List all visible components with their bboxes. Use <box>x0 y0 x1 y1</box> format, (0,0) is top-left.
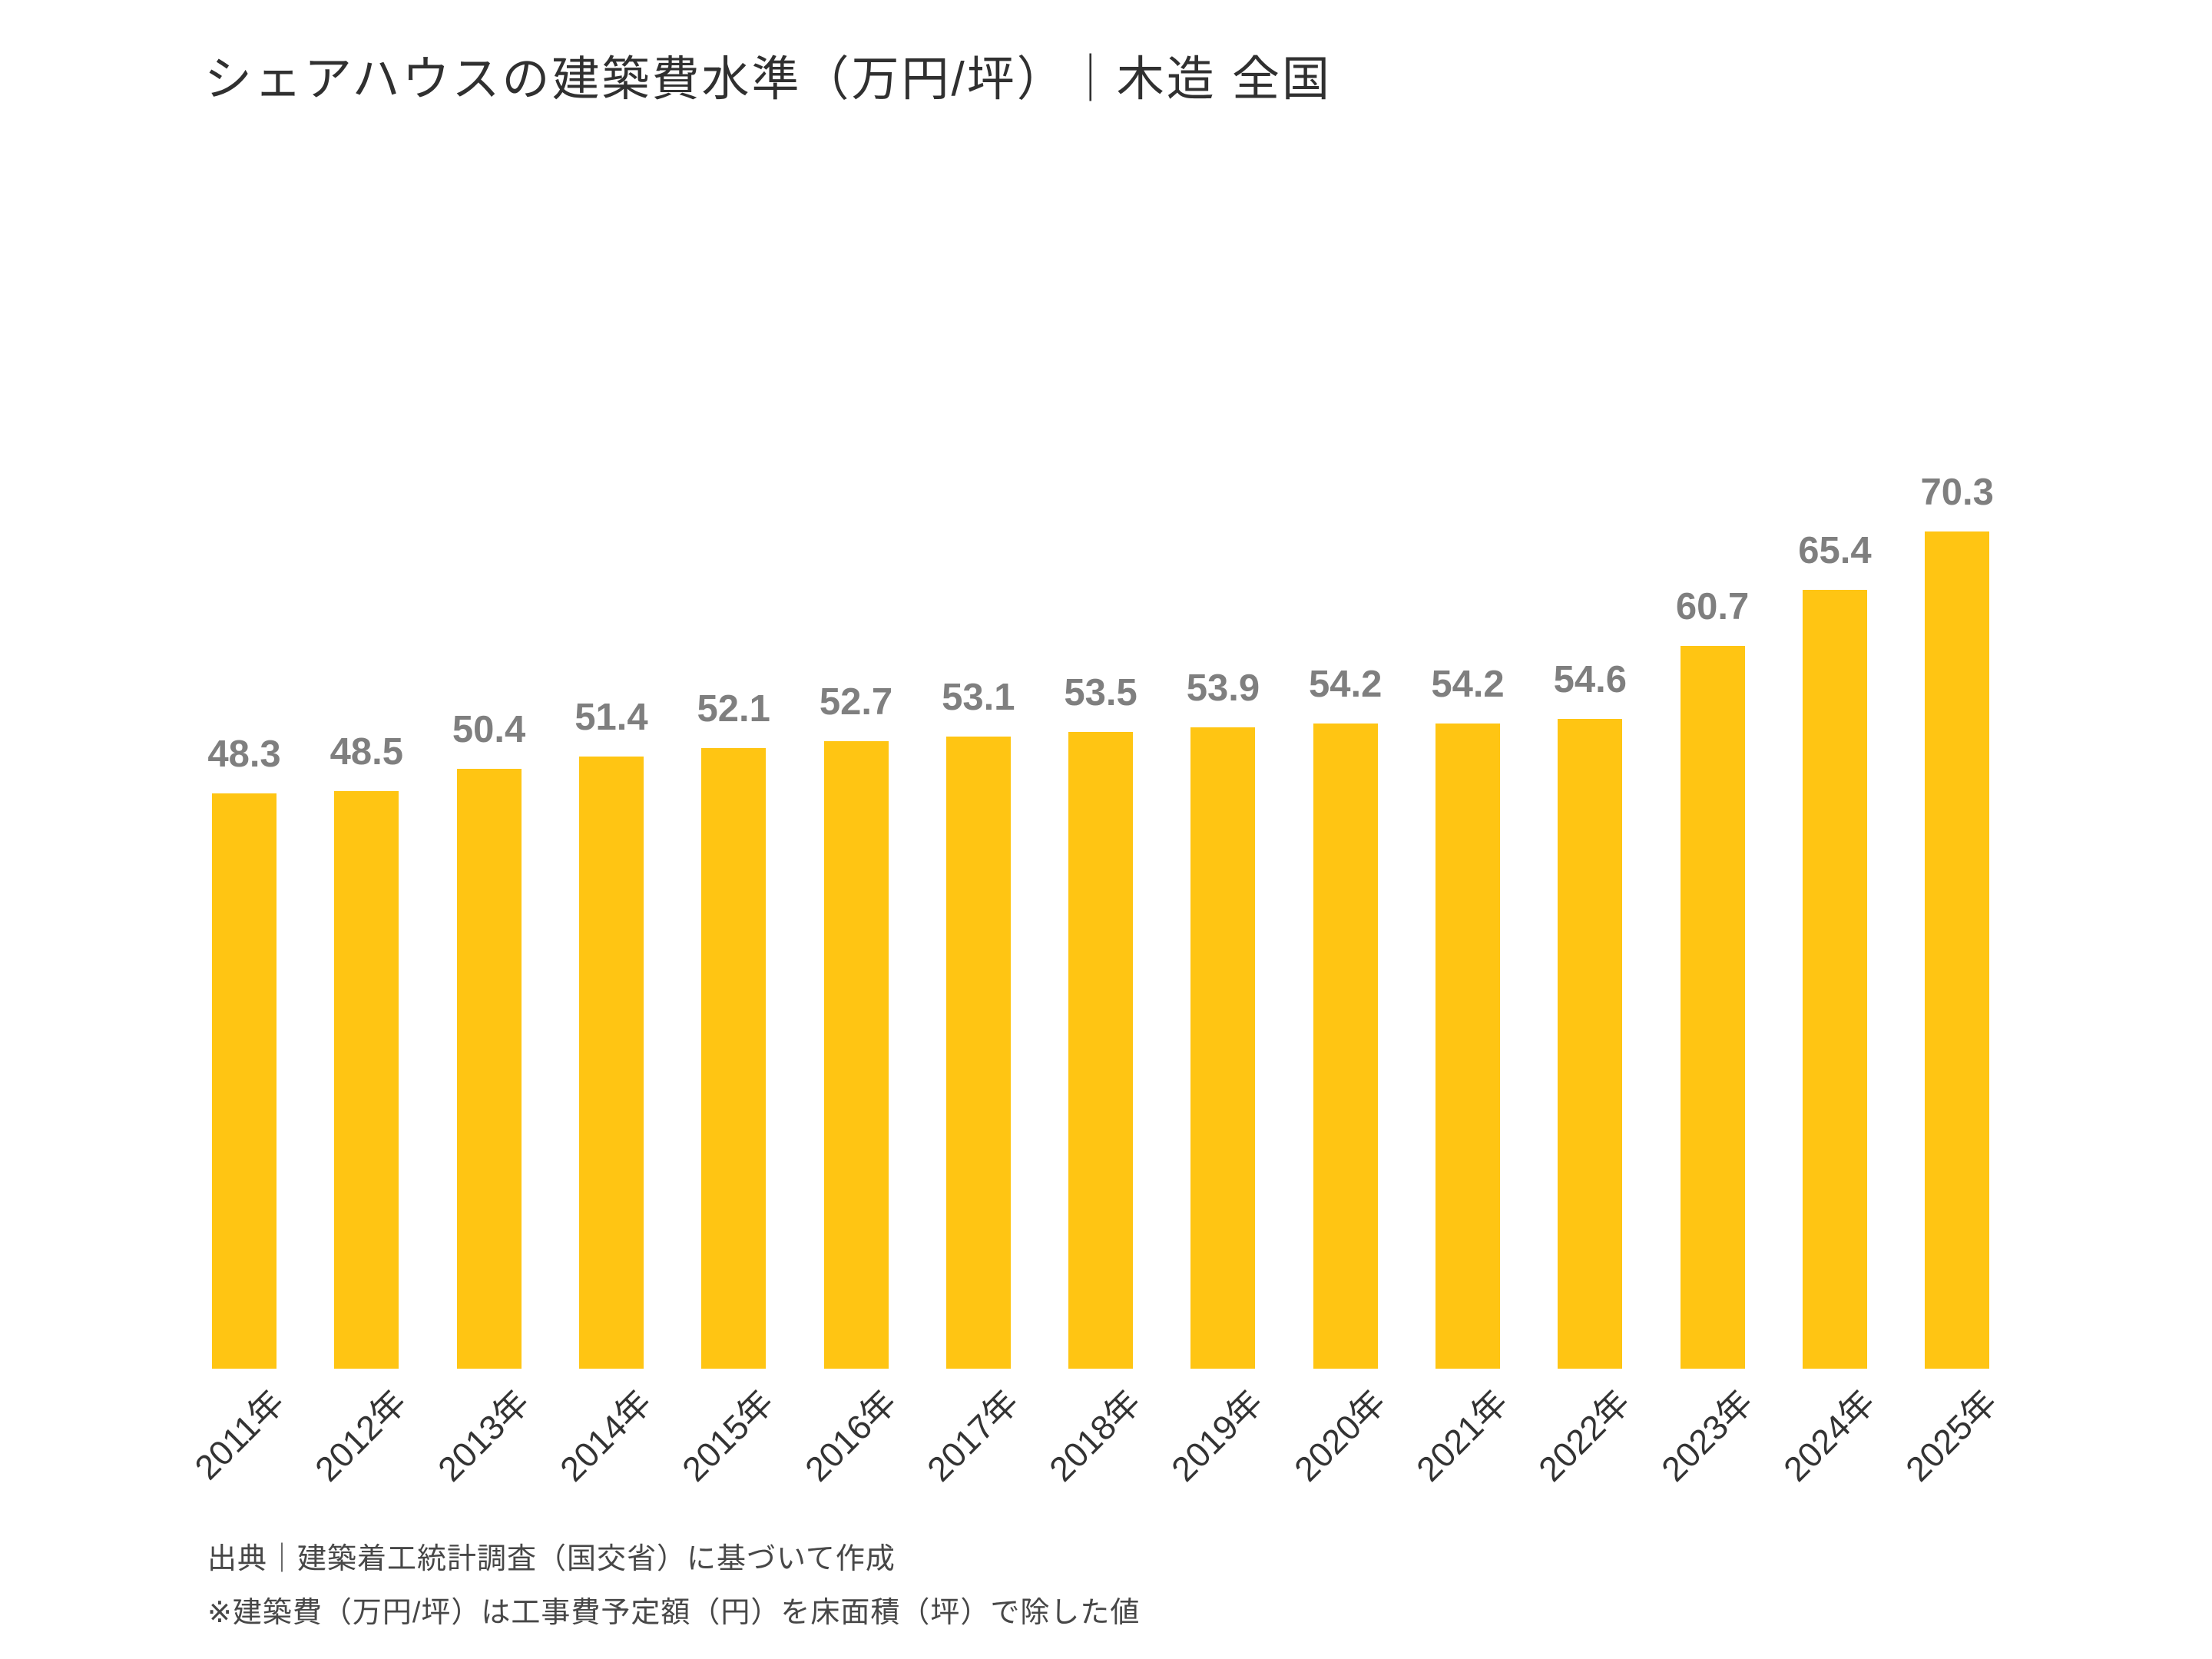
bar-2015年 <box>701 748 766 1369</box>
chart-title: シェアハウスの建築費水準（万円/坪）｜木造 全国 <box>204 53 1332 106</box>
bar-value-label: 53.9 <box>1186 667 1260 709</box>
bar-value-label: 53.1 <box>942 677 1015 718</box>
bar-2013年 <box>457 769 522 1369</box>
bar-value-label: 48.3 <box>207 733 281 775</box>
x-tick-label: 2011年 <box>187 1382 292 1488</box>
bar-value-label: 50.4 <box>452 709 526 750</box>
x-tick-label: 2022年 <box>1531 1382 1637 1489</box>
bar-value-label: 54.2 <box>1309 664 1382 705</box>
x-tick-label: 2018年 <box>1041 1382 1148 1489</box>
x-tick-label: 2019年 <box>1164 1382 1270 1489</box>
x-tick-label: 2015年 <box>674 1382 781 1489</box>
bar-2014年 <box>579 757 644 1369</box>
bar-2017年 <box>946 737 1011 1369</box>
bar-value-label: 54.6 <box>1553 659 1627 700</box>
bar-2023年 <box>1681 646 1745 1369</box>
bar-value-label: 70.3 <box>1920 472 1994 513</box>
bar-value-label: 48.5 <box>329 731 403 773</box>
bar-2011年 <box>212 793 276 1369</box>
bar-2024年 <box>1803 590 1867 1369</box>
bar-value-label: 65.4 <box>1798 530 1872 571</box>
bar-2020年 <box>1313 724 1378 1369</box>
bar-2019年 <box>1190 727 1255 1369</box>
x-tick-label: 2014年 <box>552 1382 659 1489</box>
bar-2012年 <box>334 791 399 1369</box>
bar-2021年 <box>1435 724 1500 1369</box>
definition-note: ※建築費（万円/坪）は工事費予定額（円）を床面積（坪）で除した値 <box>207 1597 1141 1629</box>
bar-2016年 <box>824 741 889 1369</box>
x-tick-label: 2024年 <box>1776 1382 1883 1489</box>
x-tick-label: 2016年 <box>797 1382 904 1489</box>
x-tick-label: 2020年 <box>1286 1382 1393 1489</box>
bar-value-label: 54.2 <box>1431 664 1505 705</box>
x-tick-label: 2021年 <box>1409 1382 1515 1489</box>
source-note: 出典｜建築着工統計調査（国交省）に基づいて作成 <box>207 1543 896 1575</box>
bar-2018年 <box>1068 732 1133 1369</box>
x-tick-label: 2017年 <box>919 1382 1026 1489</box>
bar-value-label: 53.5 <box>1064 672 1137 714</box>
x-tick-label: 2023年 <box>1654 1382 1760 1489</box>
bar-value-label: 60.7 <box>1675 586 1750 628</box>
x-tick-label: 2025年 <box>1898 1382 2005 1489</box>
bar-2022年 <box>1558 719 1622 1369</box>
bar-2025年 <box>1925 531 1989 1369</box>
x-tick-label: 2013年 <box>430 1382 537 1489</box>
bar-value-label: 52.7 <box>819 681 893 723</box>
x-tick-label: 2012年 <box>307 1382 414 1489</box>
bar-value-label: 52.1 <box>697 688 770 730</box>
bar-value-label: 51.4 <box>575 697 648 738</box>
